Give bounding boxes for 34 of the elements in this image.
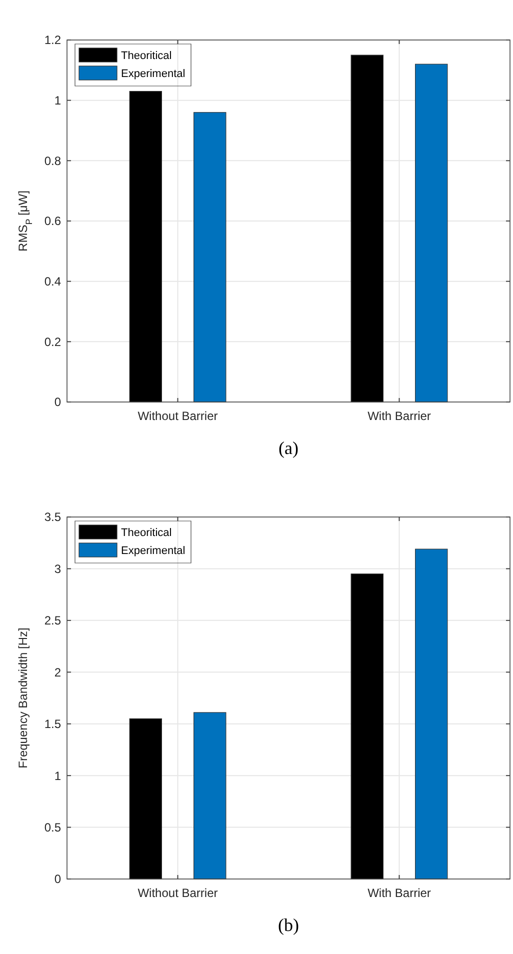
bar xyxy=(129,718,162,880)
y-tick-label: 1 xyxy=(54,94,62,108)
x-tick-label: Without Barrier xyxy=(138,886,218,900)
y-tick-label: 0 xyxy=(54,395,62,410)
y-tick-label: 2.5 xyxy=(44,614,62,628)
y-tick-label: 3.5 xyxy=(44,510,62,524)
legend-label: Experimental xyxy=(121,544,186,557)
text: (b) xyxy=(278,915,299,935)
y-tick-label: 1.2 xyxy=(44,33,62,48)
legend-label: Theoritical xyxy=(121,526,172,539)
y-tick-label: 1 xyxy=(54,768,62,783)
text: (a) xyxy=(278,438,298,458)
y-tick-label: 0.5 xyxy=(44,820,62,834)
y-tick-label: 0 xyxy=(54,872,62,886)
y-tick-label: 0.2 xyxy=(44,334,62,349)
y-axis-title: Frequency Bandwidth [Hz] xyxy=(16,628,30,768)
bar xyxy=(194,712,226,880)
x-tick-label: With Barrier xyxy=(368,409,431,423)
bar xyxy=(415,64,448,402)
bar xyxy=(129,90,162,402)
y-tick-label: 1.5 xyxy=(44,717,62,732)
x-tick-label: With Barrier xyxy=(368,886,431,900)
x-tick-label: Without Barrier xyxy=(138,409,218,423)
bar xyxy=(350,54,384,402)
bar xyxy=(194,112,226,402)
legend-label: Experimental xyxy=(121,68,186,80)
y-tick-label: 0.8 xyxy=(44,154,62,168)
y-tick-label: 3 xyxy=(54,562,62,576)
y-tick-label: 0.6 xyxy=(44,214,62,228)
bar xyxy=(415,548,448,880)
legend-label: Theoritical xyxy=(121,50,172,62)
bar xyxy=(350,574,384,880)
y-tick-label: 2 xyxy=(54,665,62,680)
y-tick-label: 0.4 xyxy=(44,274,62,289)
